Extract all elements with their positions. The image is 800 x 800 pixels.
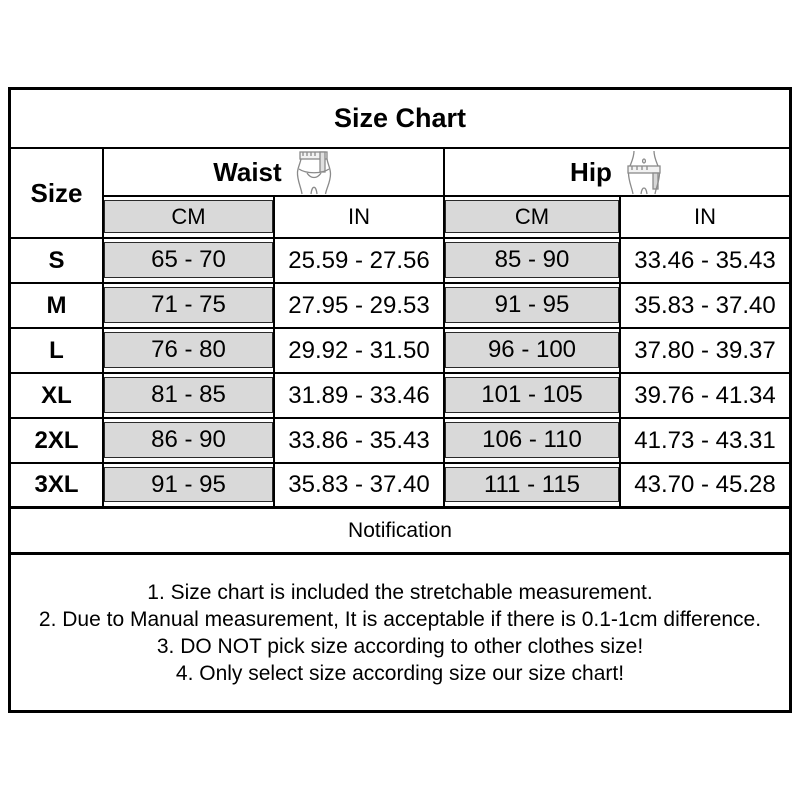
table-cell-hip-cm: 106 - 110 (445, 419, 621, 464)
table-cell-hip-cm: 85 - 90 (445, 239, 621, 284)
table-cell-waist-cm: 71 - 75 (104, 284, 275, 329)
notification-notes: 1. Size chart is included the stretchabl… (11, 555, 789, 710)
table-cell-waist-cm: 81 - 85 (104, 374, 275, 419)
note-line: 2. Due to Manual measurement, It is acce… (38, 607, 762, 631)
column-group-waist: Waist (104, 149, 445, 197)
cell-value: 39.76 - 41.34 (634, 381, 776, 409)
table-cell-hip-in: 35.83 - 37.40 (621, 284, 789, 329)
cell-value: 65 - 70 (151, 246, 226, 273)
unit-header-hip-cm: CM (445, 197, 621, 239)
table-cell-waist-cm: 91 - 95 (104, 464, 275, 509)
cell-value: 35.83 - 37.40 (288, 471, 430, 498)
table-cell-hip-in: 37.80 - 39.37 (621, 329, 789, 374)
unit-label: CM (171, 203, 206, 229)
cell-value: 33.86 - 35.43 (288, 426, 430, 454)
cell-value: 25.59 - 27.56 (288, 246, 430, 274)
cell-value: 76 - 80 (151, 336, 226, 363)
table-row-size: L (11, 329, 104, 374)
cell-value: 33.46 - 35.43 (634, 246, 776, 274)
table-cell-waist-in: 31.89 - 33.46 (275, 374, 445, 419)
cell-value: 29.92 - 31.50 (288, 336, 430, 364)
table-row-size: M (11, 284, 104, 329)
cell-value: 35.83 - 37.40 (634, 291, 776, 319)
table-row-size: 3XL (11, 464, 104, 509)
cell-value: 41.73 - 43.31 (634, 426, 776, 454)
note-line: 4. Only select size according size our s… (175, 661, 625, 685)
hip-measure-icon (624, 149, 664, 195)
table-cell-hip-cm: 96 - 100 (445, 329, 621, 374)
table-cell-hip-in: 33.46 - 35.43 (621, 239, 789, 284)
cell-value: 31.89 - 33.46 (288, 381, 430, 409)
page-title: Size Chart (11, 90, 789, 149)
unit-header-hip-in: IN (621, 197, 789, 239)
unit-header-waist-cm: CM (104, 197, 275, 239)
table-cell-waist-in: 33.86 - 35.43 (275, 419, 445, 464)
table-row-size: XL (11, 374, 104, 419)
cell-value: 111 - 115 (483, 470, 581, 498)
hip-group-label: Hip (570, 156, 612, 187)
table-cell-hip-cm: 91 - 95 (445, 284, 621, 329)
cell-value: 86 - 90 (151, 426, 226, 453)
waist-measure-icon (294, 149, 334, 195)
column-group-hip: Hip (445, 149, 789, 197)
table-cell-hip-cm: 111 - 115 (445, 464, 621, 509)
cell-value: 81 - 85 (151, 381, 226, 408)
table-cell-waist-cm: 86 - 90 (104, 419, 275, 464)
table-cell-hip-in: 43.70 - 45.28 (621, 464, 789, 509)
table-cell-waist-cm: 76 - 80 (104, 329, 275, 374)
table-cell-waist-in: 27.95 - 29.53 (275, 284, 445, 329)
waist-group-label: Waist (213, 156, 282, 187)
table-cell-waist-in: 25.59 - 27.56 (275, 239, 445, 284)
cell-value: 101 - 105 (481, 381, 583, 408)
table-row-size: S (11, 239, 104, 284)
table-cell-hip-in: 41.73 - 43.31 (621, 419, 789, 464)
note-line: 3. DO NOT pick size according to other c… (156, 634, 644, 658)
size-chart-table: Size Chart Size Waist (8, 87, 792, 713)
cell-value: 91 - 95 (494, 291, 570, 318)
table-cell-waist-in: 35.83 - 37.40 (275, 464, 445, 509)
table-row-size: 2XL (11, 419, 104, 464)
notification-header: Notification (11, 509, 789, 555)
cell-value: 91 - 95 (151, 470, 226, 498)
unit-label: IN (694, 204, 716, 229)
unit-label: CM (514, 203, 550, 229)
cell-value: 27.95 - 29.53 (288, 291, 430, 319)
unit-label: IN (348, 204, 370, 229)
table-cell-hip-cm: 101 - 105 (445, 374, 621, 419)
cell-value: 106 - 110 (482, 426, 582, 453)
cell-value: 43.70 - 45.28 (634, 471, 776, 498)
cell-value: 85 - 90 (494, 246, 570, 273)
unit-header-waist-in: IN (275, 197, 445, 239)
table-cell-hip-in: 39.76 - 41.34 (621, 374, 789, 419)
table-cell-waist-cm: 65 - 70 (104, 239, 275, 284)
cell-value: 71 - 75 (151, 291, 226, 318)
cell-value: 37.80 - 39.37 (634, 336, 776, 364)
cell-value: 96 - 100 (487, 336, 577, 363)
note-line: 1. Size chart is included the stretchabl… (147, 580, 653, 604)
column-header-size: Size (11, 149, 104, 239)
table-cell-waist-in: 29.92 - 31.50 (275, 329, 445, 374)
